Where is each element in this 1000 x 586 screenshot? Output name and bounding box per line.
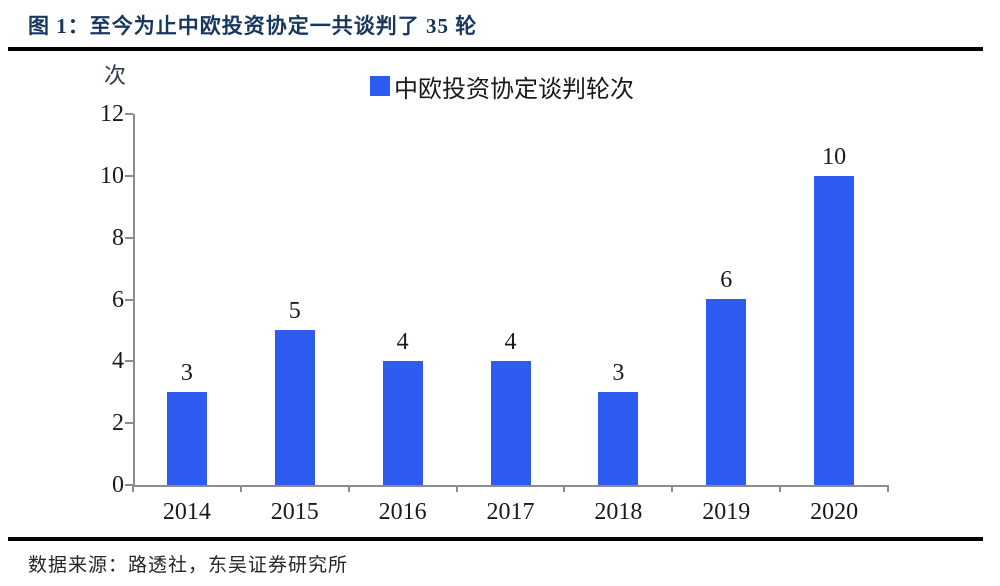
y-tick-label: 6 — [112, 286, 124, 313]
source-text: 数据来源：路透社，东吴证券研究所 — [28, 555, 349, 576]
x-tick-mark — [455, 485, 458, 492]
y-tick-mark — [125, 113, 133, 115]
x-tick-label: 2019 — [702, 499, 751, 525]
legend-swatch-icon — [370, 76, 390, 96]
y-tick-label: 2 — [112, 410, 124, 437]
bottom-rule — [8, 537, 983, 541]
x-tick-label: 2014 — [162, 499, 211, 525]
x-tick-label: 2015 — [270, 499, 319, 525]
bar-2017 — [490, 361, 531, 485]
x-tick-label: 2017 — [486, 499, 535, 525]
bar-2019 — [706, 299, 747, 485]
y-tick-mark — [125, 360, 133, 363]
bar-2015 — [274, 330, 315, 485]
x-tick-mark — [347, 485, 350, 492]
y-tick-label: 0 — [112, 472, 124, 498]
x-tick-mark — [887, 485, 889, 492]
y-tick-label: 8 — [112, 224, 124, 251]
x-tick-mark — [671, 485, 674, 492]
x-tick-label: 2016 — [378, 499, 427, 525]
bar-2018 — [598, 392, 639, 485]
top-rule — [8, 47, 983, 51]
y-axis-unit-label: 次 — [104, 63, 127, 88]
bar-2020 — [814, 176, 855, 485]
bar-value-label: 4 — [396, 329, 409, 355]
y-axis-line — [133, 114, 135, 487]
y-tick-mark — [125, 298, 133, 301]
x-tick-mark — [132, 485, 134, 492]
x-axis-line — [133, 485, 889, 487]
x-tick-mark — [239, 485, 242, 492]
y-tick-mark — [125, 174, 133, 177]
y-tick-mark — [125, 236, 133, 239]
bar-value-label: 4 — [504, 329, 517, 355]
bar-value-label: 10 — [822, 144, 847, 170]
x-tick-mark — [779, 485, 782, 492]
legend-label: 中欧投资协定谈判轮次 — [394, 76, 634, 103]
x-tick-label: 2018 — [594, 499, 643, 525]
bar-2016 — [382, 361, 423, 485]
bar-value-label: 3 — [612, 360, 625, 386]
figure-title: 图 1：至今为止中欧投资协定一共谈判了 35 轮 — [28, 14, 478, 38]
y-tick-mark — [125, 484, 133, 486]
y-tick-mark — [125, 422, 133, 425]
y-tick-label: 4 — [112, 348, 124, 375]
x-tick-label: 2020 — [810, 499, 859, 525]
bar-value-label: 3 — [180, 360, 193, 386]
y-tick-label: 10 — [100, 162, 124, 189]
y-tick-label: 12 — [100, 101, 124, 127]
x-tick-mark — [563, 485, 566, 492]
legend: 中欧投资协定谈判轮次 — [370, 72, 634, 103]
bar-value-label: 5 — [288, 298, 301, 324]
bar-2014 — [166, 392, 207, 485]
bar-value-label: 6 — [720, 267, 733, 293]
